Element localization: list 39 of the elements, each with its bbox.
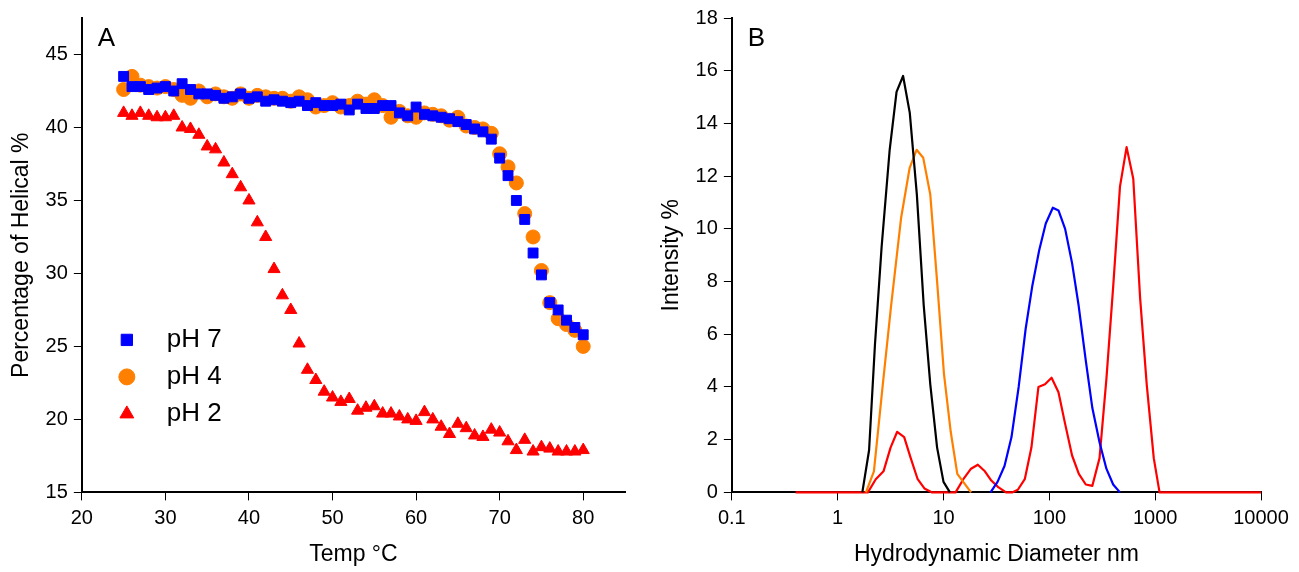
x-tick-label: 40 (237, 505, 261, 528)
y-tick-label: 2 (706, 427, 718, 450)
y-tick-label: 4 (706, 374, 718, 397)
y-axis-title: Intensity % (657, 198, 684, 312)
y-tick-label: 25 (45, 333, 68, 356)
y-tick-label: 18 (695, 5, 718, 28)
x-tick-label: 30 (154, 505, 177, 528)
x-tick-label: 60 (404, 505, 428, 528)
legend-label: pH 4 (166, 360, 222, 391)
y-tick-label: 8 (706, 269, 718, 292)
x-tick-label: 10 (932, 505, 955, 528)
y-tick-label: 0 (706, 479, 718, 502)
x-axis-title: Hydrodynamic Diameter nm (853, 539, 1139, 566)
x-tick-label: 20 (70, 505, 93, 528)
y-tick-label: 30 (45, 260, 68, 283)
y-tick-label: 45 (45, 42, 68, 65)
x-tick-label: 1000 (1132, 505, 1178, 528)
y-tick-label: 20 (45, 406, 68, 429)
y-tick-label: 35 (45, 187, 68, 210)
y-tick-label: 14 (695, 110, 718, 133)
x-tick-label: 0.1 (717, 505, 746, 528)
y-tick-label: 15 (45, 479, 68, 502)
x-tick-label: 100 (1032, 505, 1067, 528)
y-tick-label: 40 (45, 114, 68, 137)
legend-label: pH 2 (166, 397, 222, 428)
y-axis-title: Percentage of Helical % (7, 132, 34, 378)
x-tick-label: 80 (572, 505, 595, 528)
x-tick-label: 70 (488, 505, 511, 528)
annotation: A (97, 22, 116, 53)
y-tick-label: 12 (695, 163, 718, 186)
x-tick-label: 10000 (1233, 505, 1289, 528)
x-axis-title: Temp °C (309, 539, 398, 566)
y-tick-label: 10 (695, 216, 718, 239)
x-tick-label: 50 (321, 505, 344, 528)
y-tick-label: 16 (695, 58, 718, 81)
y-tick-label: 6 (706, 321, 718, 344)
annotation: B (747, 22, 766, 53)
legend-label: pH 7 (166, 323, 222, 354)
x-tick-label: 1 (832, 505, 844, 528)
